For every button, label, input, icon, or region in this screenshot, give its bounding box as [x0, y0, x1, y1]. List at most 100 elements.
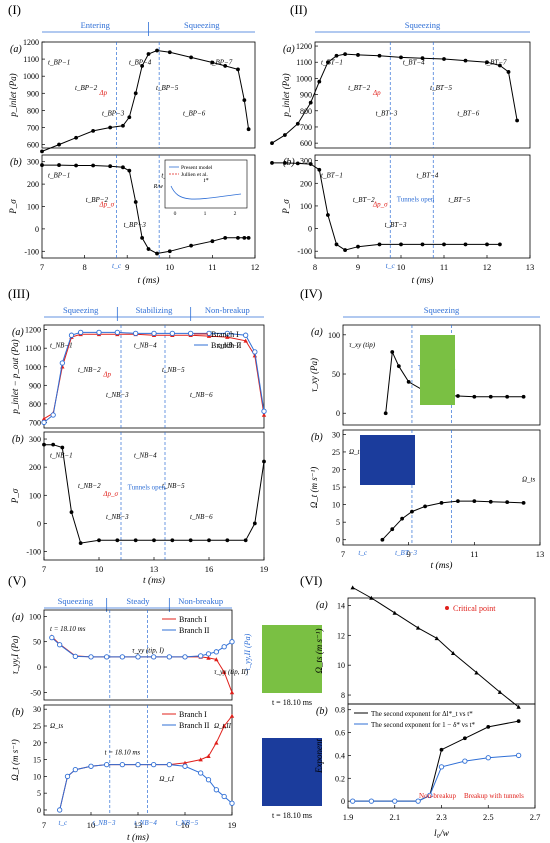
- y-axis-label: P_σ: [281, 199, 291, 215]
- x-tick-label: 16: [205, 564, 214, 574]
- annotation: t_NB−1: [50, 451, 73, 459]
- series-0-point: [74, 135, 78, 140]
- image-caption: t = 18.10 ms: [272, 698, 312, 707]
- annotation: t_NB−7: [218, 341, 241, 349]
- series-0-point: [133, 91, 138, 96]
- series-0-line: [43, 333, 265, 420]
- x-tick-label: 2.1: [389, 812, 400, 822]
- subplot-label: (a): [12, 327, 24, 338]
- subplot-label: (a): [12, 612, 24, 623]
- series-0-point: [456, 394, 460, 398]
- y-tick-label: 0: [336, 536, 340, 545]
- series-0-point: [505, 394, 510, 399]
- x-tick-label: 2.3: [436, 812, 447, 822]
- y-axis-label: Exponent: [314, 739, 324, 774]
- annotation: t_NB−3: [106, 513, 129, 521]
- annotation: t_BT−3: [385, 221, 407, 229]
- series-0-point: [516, 719, 521, 724]
- series-1-point: [151, 654, 157, 660]
- extra-tick-label: t_BT−3: [395, 549, 417, 557]
- series-1-point: [261, 408, 267, 414]
- series-0-point: [206, 754, 211, 759]
- y-tick-label: 20: [332, 466, 340, 475]
- y-tick-label: 10: [337, 661, 345, 670]
- series-0-point: [369, 595, 374, 600]
- series-0-point: [225, 334, 230, 339]
- series-0-point: [57, 163, 61, 167]
- series-0-point: [380, 537, 385, 542]
- legend-label: Branch I: [211, 330, 239, 339]
- x-tick-label: 10: [397, 262, 406, 272]
- x-tick-label: 11: [440, 262, 448, 272]
- legend-label: Branch II: [211, 341, 242, 350]
- y-tick-label: -100: [24, 247, 39, 256]
- series-1-point: [182, 763, 188, 769]
- x-tick-label: 10: [166, 262, 175, 272]
- series-1-point: [198, 653, 204, 659]
- series-0-point: [434, 636, 440, 641]
- legend-label: The second exponent for Δl*_t vs t*: [371, 710, 473, 718]
- series-0-point: [42, 442, 46, 447]
- y-tick-label: 12: [337, 631, 345, 640]
- x-tick-label: 7: [40, 262, 44, 272]
- panel-III: (III) Squeezing Stabilizing Non-breakup (a) 7…: [8, 286, 268, 586]
- series-0-point: [127, 115, 132, 120]
- subplot-V-1: (b) 0 5 10 15 20 25 30 Ω_t (m s⁻¹) Branch I Branch…: [10, 704, 235, 816]
- y-tick-label: 200: [27, 180, 39, 189]
- series-0-point: [115, 538, 120, 543]
- annotation: t_NB−3: [106, 391, 129, 399]
- series-0-point: [210, 239, 215, 244]
- annotation: t_BP−2: [75, 84, 98, 92]
- series-0-point: [442, 242, 446, 247]
- annotation: t_NB−6: [190, 513, 213, 521]
- series-1-point: [68, 332, 75, 338]
- series-1-point: [151, 330, 157, 337]
- series-1-point: [427, 792, 433, 799]
- x-tick-label: 19: [228, 820, 237, 830]
- subplot-label: (b): [311, 432, 323, 443]
- y-tick-label: 1000: [296, 74, 312, 83]
- series-1-point: [213, 787, 219, 793]
- legend-label: Critical point: [453, 604, 496, 613]
- annotation: τ_yy (tip, I): [132, 646, 165, 654]
- series-0-point: [295, 121, 300, 126]
- y-tick-label: 1100: [296, 58, 312, 67]
- series-1-point: [104, 654, 110, 660]
- inset-curve: [170, 185, 242, 200]
- series-0-point: [415, 625, 421, 630]
- series-0-point: [236, 235, 240, 240]
- subplot-VI-1: (b) 0 0.2 0.4 0.6 0.8 Exponent The second expon…: [314, 703, 536, 809]
- x-tick-label: 19: [260, 564, 269, 574]
- y-tick-label: 900: [300, 91, 312, 100]
- legend-label: The second exponent for 1 − δ* vs t*: [371, 721, 476, 729]
- series-0-point: [377, 53, 382, 58]
- annotation: t_NB−6: [190, 391, 213, 399]
- series-1-point: [515, 752, 522, 759]
- series-1-point: [78, 329, 84, 336]
- series-0-line: [41, 49, 250, 152]
- y-tick-label: 300: [29, 435, 41, 444]
- series-0-point: [108, 125, 113, 130]
- y-axis-label: p_inlet − p_out (Pa): [10, 339, 20, 414]
- series-0-point: [40, 163, 44, 167]
- series-0-point: [498, 242, 502, 247]
- y-axis-label: τ_xy (Pa): [309, 358, 319, 392]
- series-1-line: [43, 331, 265, 423]
- subplot-I-0: (a) 600 700 800 900 1000 1100 1200 p_inlet (Pa) t…: [8, 38, 256, 154]
- x-axis-label: t (ms): [412, 275, 434, 286]
- y-tick-label: 20: [33, 739, 41, 748]
- series-0-point: [439, 747, 444, 752]
- series-0-point: [472, 499, 477, 504]
- annotation: Δp: [99, 89, 108, 97]
- series-1-point: [114, 329, 120, 336]
- series-0-point: [463, 242, 468, 247]
- series-0-point: [515, 118, 519, 123]
- series-0-line: [271, 53, 518, 144]
- field-image: [420, 335, 455, 405]
- series-0-point: [506, 70, 511, 74]
- series-0-point: [242, 98, 247, 103]
- y-tick-label: 700: [27, 123, 39, 132]
- y-tick-label: 8: [341, 691, 345, 700]
- series-0-point: [485, 242, 489, 247]
